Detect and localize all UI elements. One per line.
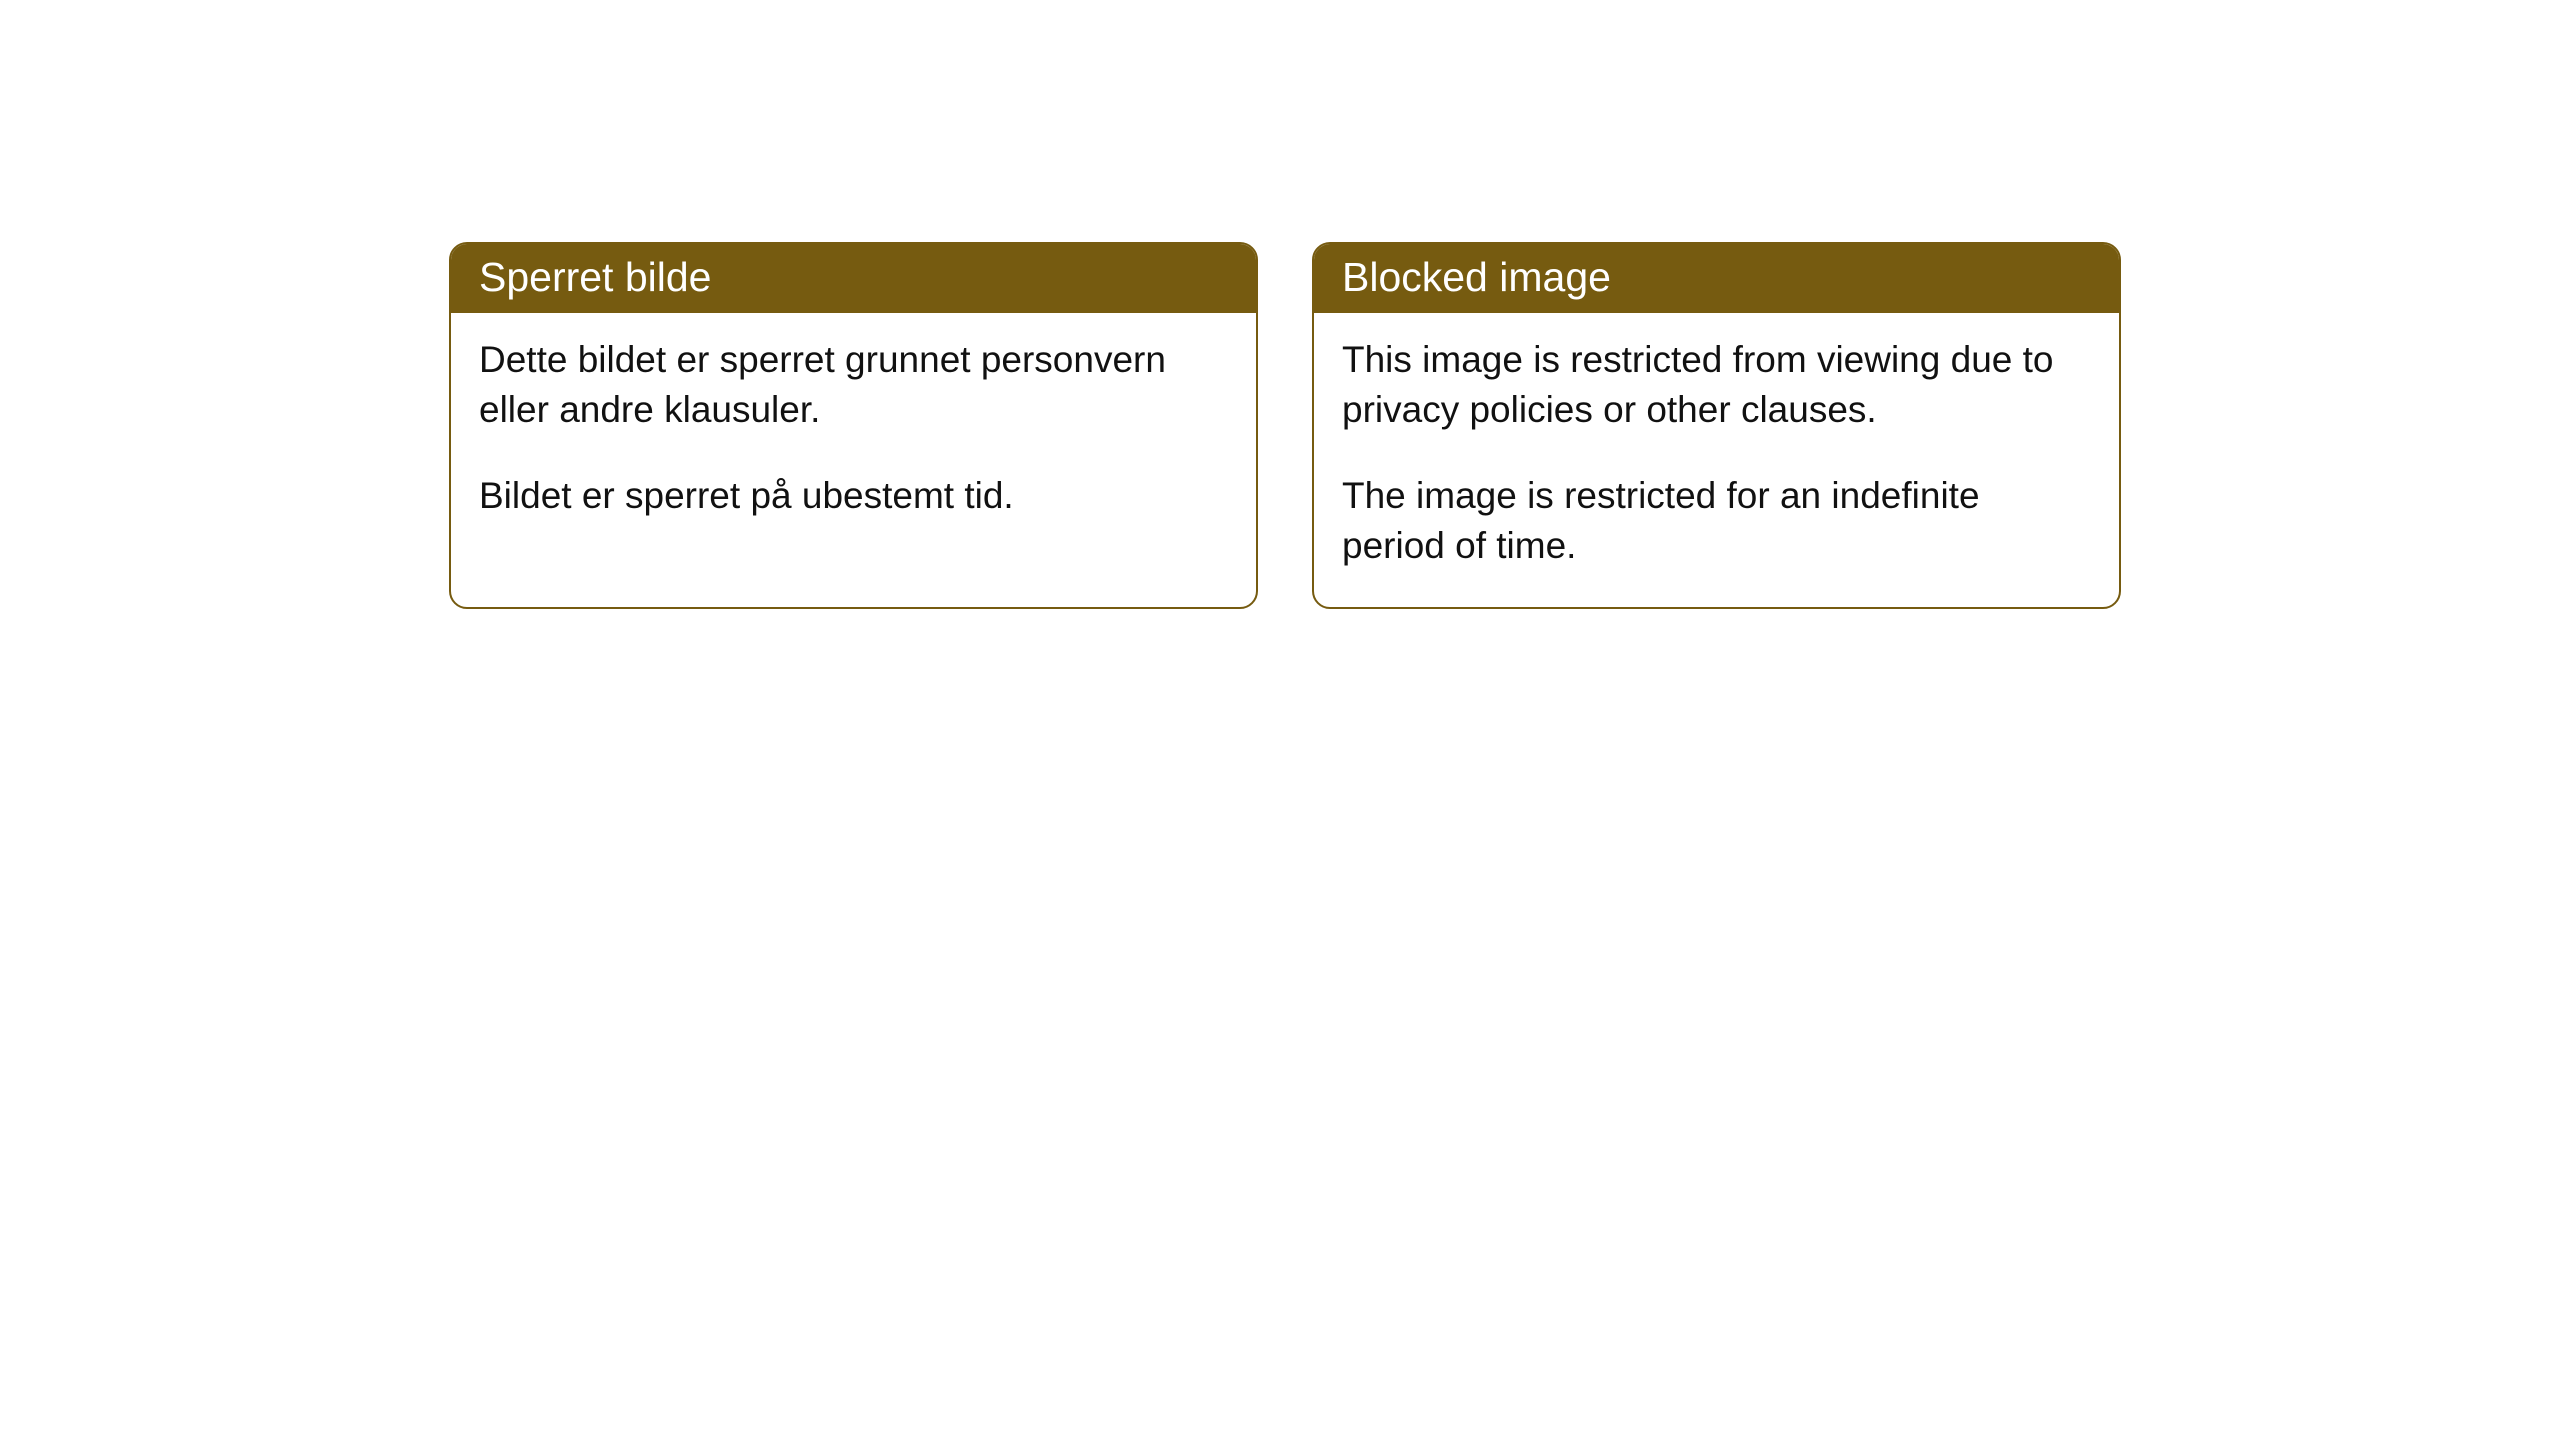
card-body-english: This image is restricted from viewing du… — [1314, 313, 2119, 607]
card-title-norwegian: Sperret bilde — [451, 244, 1256, 313]
card-text-norwegian-2: Bildet er sperret på ubestemt tid. — [479, 471, 1228, 521]
card-text-english-1: This image is restricted from viewing du… — [1342, 335, 2091, 435]
card-body-norwegian: Dette bildet er sperret grunnet personve… — [451, 313, 1256, 557]
blocked-image-card-english: Blocked image This image is restricted f… — [1312, 242, 2121, 609]
notice-cards-container: Sperret bilde Dette bildet er sperret gr… — [0, 0, 2560, 609]
card-title-english: Blocked image — [1314, 244, 2119, 313]
blocked-image-card-norwegian: Sperret bilde Dette bildet er sperret gr… — [449, 242, 1258, 609]
card-text-english-2: The image is restricted for an indefinit… — [1342, 471, 2091, 571]
card-text-norwegian-1: Dette bildet er sperret grunnet personve… — [479, 335, 1228, 435]
